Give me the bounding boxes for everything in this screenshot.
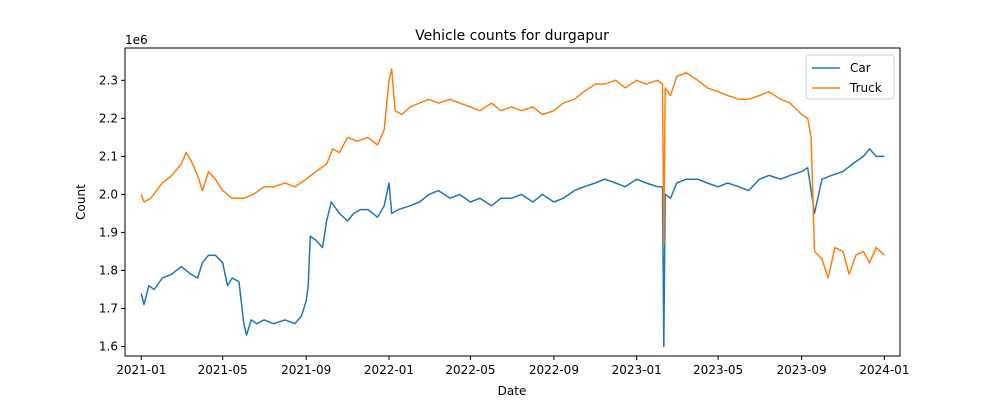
x-tick-label: 2023-01 <box>612 363 662 377</box>
x-tick-label: 2023-09 <box>777 363 827 377</box>
y-tick-label: 1.6 <box>99 339 118 353</box>
y-tick-label: 2.3 <box>99 73 118 87</box>
y-tick-label: 2.1 <box>99 149 118 163</box>
x-tick-label: 2021-01 <box>116 363 166 377</box>
y-tick-label: 1.9 <box>99 225 118 239</box>
x-tick-label: 2024-01 <box>859 363 909 377</box>
y-offset-label: 1e6 <box>125 33 148 47</box>
x-axis: 2021-01 2021-05 2021-09 2022-01 2022-05 2022-… <box>116 356 909 377</box>
plot-frame <box>124 47 901 357</box>
y-tick-label: 2.2 <box>99 111 118 125</box>
y-tick-label: 1.8 <box>99 263 118 277</box>
x-tick-label: 2022-05 <box>445 363 495 377</box>
y-tick-label: 2.0 <box>99 187 118 201</box>
legend-label-truck: Truck <box>849 81 882 95</box>
series-line-truck <box>140 68 885 279</box>
y-axis: 1.6 1.7 1.8 1.9 2.0 2.1 2.2 2.3 <box>99 73 125 353</box>
x-tick-label: 2022-01 <box>364 363 414 377</box>
x-tick-label: 2023-05 <box>693 363 743 377</box>
x-tick-label: 2021-09 <box>281 363 331 377</box>
legend: Car Truck <box>805 54 895 100</box>
x-tick-label: 2021-05 <box>198 363 248 377</box>
x-axis-label: Date <box>498 384 527 398</box>
y-tick-label: 1.7 <box>99 301 118 315</box>
plot-lines <box>140 68 885 348</box>
series-line-car <box>140 148 885 348</box>
y-axis-label: Count <box>74 184 88 220</box>
x-tick-label: 2022-09 <box>529 363 579 377</box>
legend-label-car: Car <box>850 61 871 75</box>
chart-title: Vehicle counts for durgapur <box>415 28 609 44</box>
